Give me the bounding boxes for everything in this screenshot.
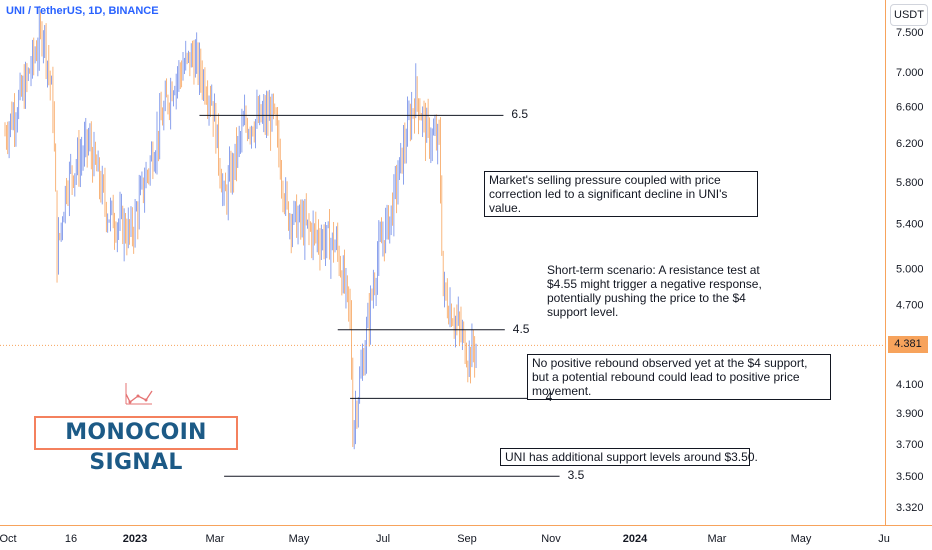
chart-trend-icon bbox=[125, 383, 153, 405]
x-tick-label: Mar bbox=[206, 533, 225, 545]
annotation-support-rebound: No positive rebound observed yet at the … bbox=[527, 354, 831, 400]
level-label: 4.5 bbox=[512, 321, 530, 336]
time-axis[interactable]: Oct 16 2023 Mar May Jul Sep Nov 2024 Mar May Ju bbox=[0, 525, 932, 546]
x-tick-label: 2023 bbox=[123, 533, 147, 545]
y-tick-label: 5.400 bbox=[896, 218, 924, 230]
y-tick-label: 5.800 bbox=[896, 177, 924, 189]
last-price-badge: 4.381 bbox=[888, 336, 928, 353]
x-tick-label: Oct bbox=[0, 533, 17, 545]
price-axis[interactable]: 7.500 7.000 6.600 6.200 5.800 5.400 5.000 4.700… bbox=[885, 0, 924, 525]
y-tick-label: 6.600 bbox=[896, 102, 924, 114]
annotation-additional-support: UNI has additional support levels around… bbox=[500, 448, 758, 466]
currency-selector[interactable]: USDT bbox=[890, 4, 928, 26]
y-tick-label: 5.000 bbox=[896, 263, 924, 275]
x-tick-label: Sep bbox=[457, 533, 477, 545]
y-tick-label: 6.200 bbox=[896, 138, 924, 150]
support-resistance-levels bbox=[199, 114, 560, 477]
y-tick-label: 7.000 bbox=[896, 67, 924, 79]
x-tick-label: 16 bbox=[65, 533, 77, 545]
level-label: 4 bbox=[545, 390, 553, 405]
symbol-title[interactable]: UNI / TetherUS, 1D, BINANCE bbox=[6, 5, 159, 17]
level-label: 3.5 bbox=[567, 468, 585, 483]
level-label: 6.5 bbox=[511, 107, 529, 122]
x-tick-label: May bbox=[791, 533, 812, 545]
x-tick-label: Ju bbox=[878, 533, 890, 545]
brand-logo: MONOCOIN SIGNAL bbox=[34, 416, 238, 475]
x-tick-label: Nov bbox=[541, 533, 561, 545]
y-tick-label: 3.900 bbox=[896, 408, 924, 420]
x-tick-label: Mar bbox=[708, 533, 727, 545]
y-tick-label: 4.100 bbox=[896, 379, 924, 391]
y-tick-label: 7.500 bbox=[896, 27, 924, 39]
y-tick-label: 3.500 bbox=[896, 471, 924, 483]
y-tick-label: 3.700 bbox=[896, 439, 924, 451]
annotation-selling-pressure: Market's selling pressure coupled with p… bbox=[484, 171, 758, 217]
x-tick-label: Jul bbox=[376, 533, 390, 545]
y-tick-label: 3.320 bbox=[896, 502, 924, 514]
annotation-short-term-scenario: Short-term scenario: A resistance test a… bbox=[543, 262, 793, 320]
y-tick-label: 4.700 bbox=[896, 299, 924, 311]
x-tick-label: May bbox=[289, 533, 310, 545]
candlestick-series bbox=[4, 5, 477, 450]
x-tick-label: 2024 bbox=[623, 533, 648, 545]
